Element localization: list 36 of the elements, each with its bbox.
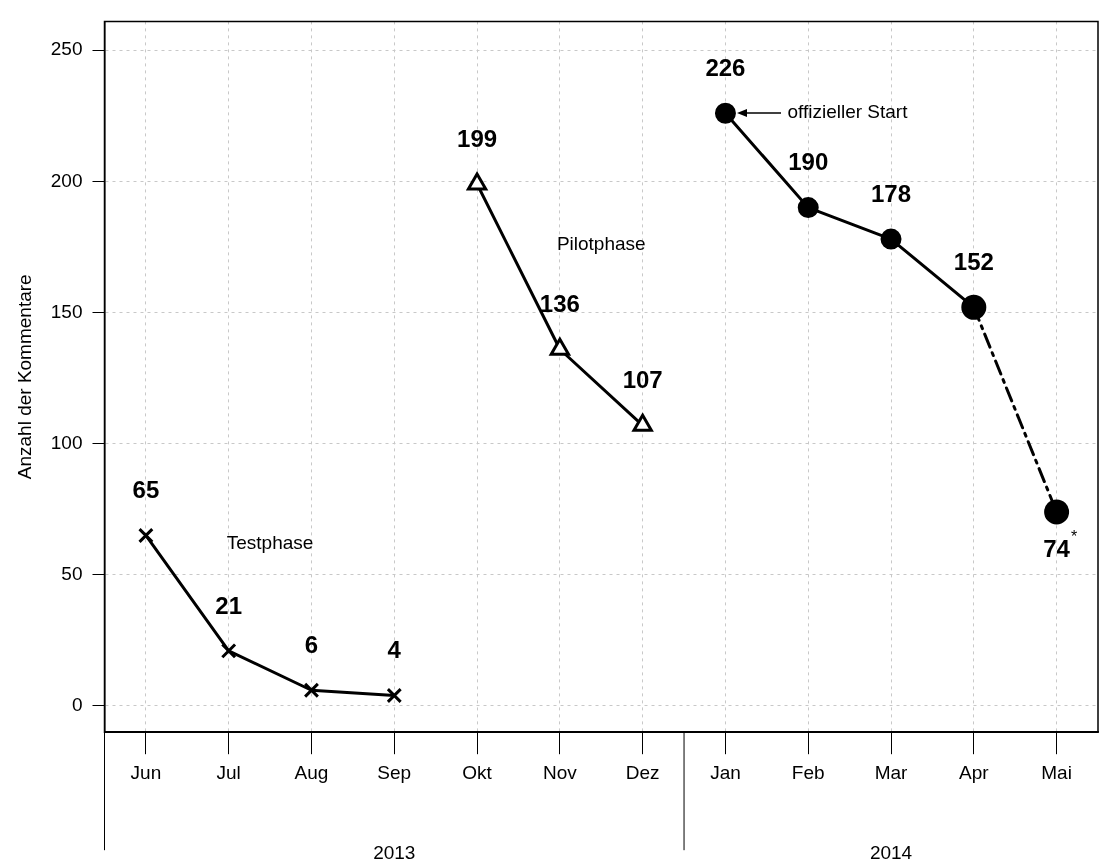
annotation: Testphase [226,531,314,553]
text: 2013 [373,842,416,859]
data-label: 6 [304,630,319,658]
x-tick-label: Sep [377,761,412,783]
x-tick-label: Feb [791,761,825,783]
data-label: 226 [705,53,746,81]
text: 2014 [869,842,913,859]
data-label: 4 [387,636,402,664]
data-label: 136 [539,289,580,317]
data-label: 107 [622,365,663,393]
x-tick-label: Okt [462,761,493,783]
y-tick-label: 200 [50,169,83,191]
y-tick-label: 0 [71,694,83,716]
x-tick-label: Mai [1041,761,1072,783]
data-label: 152 [953,247,994,275]
x-tick-label: Apr [959,761,990,783]
data-label: 21 [215,591,243,619]
x-tick-label: Dez [625,761,660,783]
x-tick-label: Nov [542,761,578,783]
data-label: 190 [788,148,829,176]
annotation: offizieller Start [787,101,909,123]
data-label: 65 [132,476,160,504]
x-tick-label: Mar [874,761,909,783]
y-tick-label: 50 [61,563,83,585]
annotation: Pilotphase [556,232,646,254]
x-tick-label: Aug [294,761,329,783]
data-label: 178 [871,179,912,207]
y-axis-title: Anzahl der Kommentare [13,274,35,480]
x-tick-label: Jan [710,761,741,783]
y-tick-label: 100 [50,431,83,453]
x-tick-label: Jun [130,761,162,783]
x-tick-label: Jul [216,761,241,783]
y-tick-label: 150 [50,300,83,322]
y-tick-label: 250 [50,38,83,60]
data-label: 74* [1043,528,1078,562]
data-label: 199 [457,124,498,152]
